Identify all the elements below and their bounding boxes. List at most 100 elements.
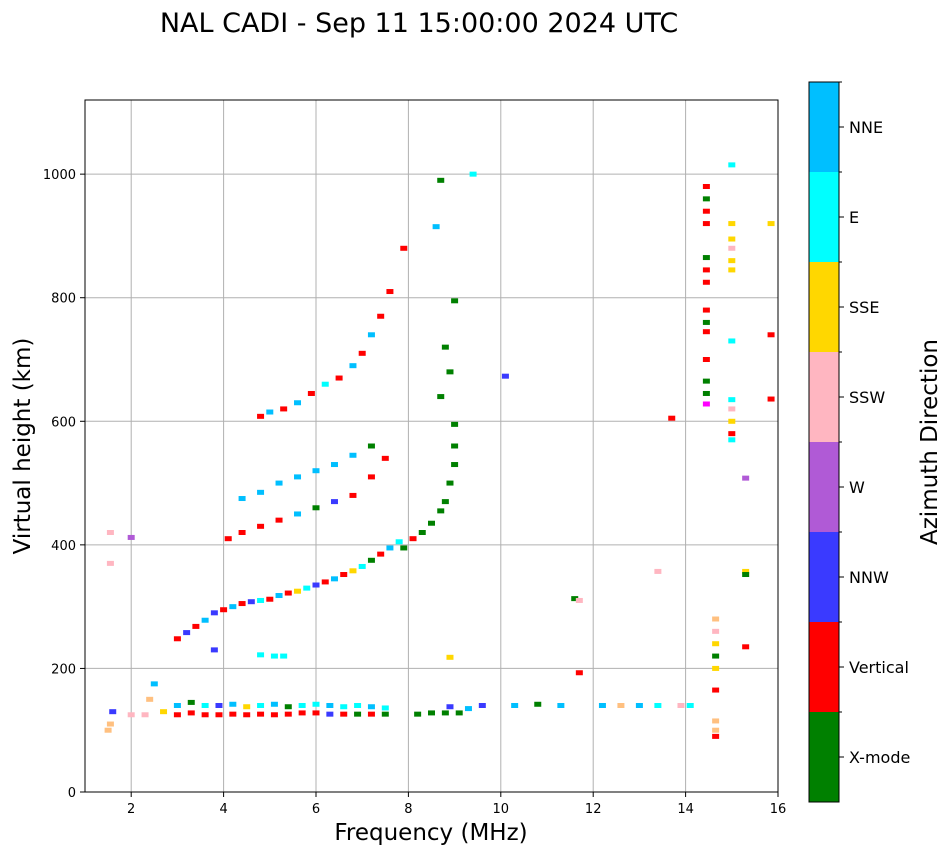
data-point [767,396,775,402]
data-point [298,703,306,708]
data-point [229,604,237,610]
x-tick-label: 14 [677,802,694,817]
data-point [728,162,736,168]
data-point [330,499,338,505]
data-point [312,710,320,716]
colorbar-segment [809,712,839,802]
data-point [150,681,158,687]
data-point [428,520,435,526]
data-point [270,701,278,707]
data-point [441,710,449,716]
data-point [270,712,278,718]
colorbar-segment [809,352,839,442]
data-point [728,236,736,242]
data-point [432,224,440,230]
data-point [215,712,223,718]
x-tick-label: 4 [219,802,227,817]
data-point [446,704,454,710]
data-point [712,718,720,724]
data-point [210,647,218,653]
data-point [146,696,154,702]
x-axis-label: Frequency (MHz) [334,820,527,846]
data-point [192,623,200,629]
colorbar-tick-label: SSW [849,388,885,407]
data-point [478,703,486,708]
data-point [446,369,454,375]
data-point [377,551,385,557]
data-point [728,245,736,251]
data-point [266,596,274,602]
x-tick-label: 16 [770,802,787,817]
colorbar-segment [809,262,839,352]
data-point [284,590,292,596]
data-point [712,727,720,733]
data-point [400,245,408,251]
x-axis-ticks: 2 4 6 8 10 12 14 16 [127,792,786,817]
data-point [557,703,565,708]
data-point [451,462,459,468]
data-point [728,418,736,424]
data-point [340,711,348,717]
data-point [275,593,283,599]
data-point [187,710,195,716]
data-point [312,582,320,588]
data-point [446,480,454,486]
data-point [367,711,375,717]
data-point [377,313,385,319]
data-point [654,568,662,574]
data-point [367,557,375,563]
data-points [104,162,775,739]
data-point [575,670,583,676]
data-point [451,443,459,449]
data-point [312,505,320,511]
data-point [104,727,112,733]
data-point [229,711,237,717]
plot-frame [84,99,779,793]
data-point [441,499,449,505]
y-axis-ticks: 0 200 400 600 800 1000 [43,168,85,801]
data-point [173,636,181,642]
data-point [428,710,435,716]
colorbar-tick-label: SSE [849,298,879,317]
data-point [455,710,463,716]
x-tick-label: 12 [585,802,602,817]
data-point [414,711,422,717]
data-point [742,644,750,650]
data-point [354,703,362,708]
data-point [294,474,302,480]
data-point [141,712,149,718]
data-point [257,523,265,529]
data-point [728,397,736,403]
data-point [386,289,394,295]
data-point [534,701,542,707]
data-point [275,517,283,523]
data-point [742,475,750,481]
colorbar-segment [809,622,839,712]
data-point [511,703,519,708]
colorbar-tick-label: E [849,208,859,227]
data-point [702,357,710,362]
data-point [598,703,606,708]
data-point [381,455,389,461]
data-point [257,711,265,717]
data-point [367,443,375,449]
data-point [702,319,710,325]
data-point [728,338,736,344]
y-tick-label: 200 [51,662,76,677]
y-tick-label: 400 [51,539,76,554]
data-point [702,221,710,227]
data-point [395,539,403,545]
data-point [229,701,237,707]
data-point [294,400,302,406]
data-point [340,572,348,578]
data-point [702,196,710,202]
data-point [224,536,232,542]
data-point [349,568,357,574]
colorbar-tick-label: Vertical [849,658,909,677]
data-point [238,496,246,502]
data-point [400,545,408,551]
data-point [201,617,209,623]
y-tick-label: 1000 [43,168,76,183]
colorbar-tick-label: W [849,478,865,497]
